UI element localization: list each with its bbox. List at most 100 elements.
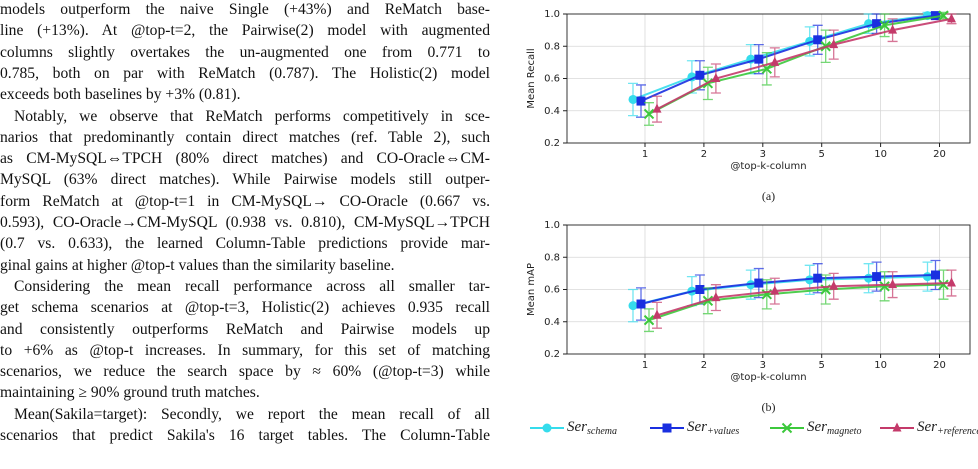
marker bbox=[888, 24, 898, 34]
x-tick-label: 3 bbox=[760, 360, 766, 371]
marker bbox=[864, 273, 874, 283]
y-tick-label: 0.6 bbox=[544, 74, 560, 85]
marker bbox=[923, 272, 932, 282]
text-line: form ReMatch at @top-t=1 in CM-MySQL→ CO… bbox=[0, 192, 490, 210]
caption: (a) bbox=[762, 189, 775, 203]
marker bbox=[947, 13, 956, 23]
x-tick-label: 1 bbox=[642, 360, 648, 371]
x-tick-label: 2 bbox=[701, 149, 707, 160]
text-line: as CM-MySQL⇔TPCH (80% direct matches) an… bbox=[0, 150, 490, 168]
x-tick-label: 5 bbox=[819, 149, 825, 160]
marker bbox=[636, 299, 646, 309]
text-line: ginal gains at higher @top-t values than… bbox=[0, 256, 395, 274]
y-tick-label: 0.2 bbox=[544, 138, 560, 149]
marker bbox=[770, 285, 780, 295]
text-line: narios that predominantly contain direct… bbox=[0, 128, 490, 146]
legend-name: Ser bbox=[807, 419, 827, 435]
y-tick-label: 1.0 bbox=[544, 220, 560, 231]
y-tick-label: 0.2 bbox=[544, 349, 560, 360]
y-tick-label: 0.8 bbox=[544, 252, 560, 263]
text-line: models outperform the naive Single (+43%… bbox=[0, 1, 490, 18]
marker bbox=[695, 285, 705, 294]
marker bbox=[770, 56, 780, 66]
marker bbox=[813, 273, 823, 283]
chart: 0.2 0.4 0.6 0.8 1.0 1 2 3 5 10 20 @top-k-column Mean… bbox=[526, 220, 971, 414]
legend-subscript: +values bbox=[707, 426, 739, 437]
x-axis-label: @top-k-column bbox=[730, 161, 806, 172]
marker bbox=[628, 301, 638, 311]
marker bbox=[781, 422, 793, 434]
body-text: models outperform the naive Single (+43%… bbox=[0, 1, 490, 444]
y-tick-label: 1.0 bbox=[544, 9, 560, 20]
text-line: scenarios, we reduce the search space by… bbox=[0, 363, 490, 381]
marker bbox=[643, 108, 655, 120]
text-line: line (+13%). At @top-t=2, the Pairwise(2… bbox=[0, 22, 490, 40]
legend-name: Ser bbox=[687, 419, 707, 435]
text-line: scenarios that predict Sakila's 16 targe… bbox=[0, 427, 490, 444]
text-line: and consistently outperforms ReMatch and… bbox=[0, 320, 490, 338]
marker bbox=[931, 11, 940, 21]
marker bbox=[542, 423, 552, 433]
text-line: Mean(Sakila=target): Secondly, we report… bbox=[14, 405, 490, 423]
marker bbox=[636, 96, 646, 106]
marker bbox=[872, 19, 882, 29]
text-line: Notably, we observe that ReMatch perform… bbox=[14, 107, 490, 125]
marker bbox=[652, 309, 662, 319]
marker bbox=[938, 279, 949, 290]
marker bbox=[754, 54, 764, 64]
marker bbox=[813, 35, 823, 45]
legend-name: Ser bbox=[567, 419, 587, 435]
marker bbox=[643, 314, 655, 326]
plot-frame bbox=[566, 224, 971, 355]
x-tick-label: 5 bbox=[819, 360, 825, 371]
y-axis-label: Mean mAP bbox=[526, 263, 537, 316]
marker bbox=[829, 280, 839, 290]
series-line bbox=[640, 273, 936, 305]
x-axis-label: @top-k-column bbox=[730, 372, 806, 383]
series-line bbox=[656, 17, 952, 111]
x-tick-label: 10 bbox=[874, 360, 887, 371]
legend-subscript: magneto bbox=[827, 426, 861, 437]
marker bbox=[711, 73, 721, 82]
marker bbox=[947, 277, 956, 287]
chart: 0.2 0.4 0.6 0.8 1.0 1 2 3 5 10 20 @top-k-column Mean… bbox=[526, 9, 971, 203]
series-line bbox=[656, 282, 952, 317]
y-tick-label: 0.6 bbox=[544, 285, 560, 296]
text-line: 0.785, both on par with ReMatch (0.787).… bbox=[0, 64, 490, 82]
legend-label: Ser+reference bbox=[917, 419, 978, 437]
x-tick-label: 3 bbox=[760, 149, 766, 160]
x-tick-label: 2 bbox=[701, 360, 707, 371]
legend-subscript: +reference bbox=[937, 426, 978, 437]
legend-label: Ser+values bbox=[687, 419, 739, 437]
marker bbox=[892, 422, 902, 432]
marker bbox=[754, 278, 764, 288]
series-line bbox=[648, 14, 944, 115]
y-tick-label: 0.8 bbox=[544, 41, 560, 52]
x-tick-label: 20 bbox=[933, 360, 946, 371]
legend-name: Ser bbox=[917, 419, 937, 435]
y-tick-label: 0.4 bbox=[544, 317, 560, 328]
marker bbox=[829, 39, 839, 49]
text-line: Considering the mean recall performance … bbox=[14, 277, 490, 295]
caption: (b) bbox=[762, 400, 776, 414]
marker bbox=[695, 70, 705, 80]
plot-frame bbox=[566, 13, 971, 144]
text-line: to +6% as @top-t increases. In summary, … bbox=[0, 341, 490, 359]
text-line: exceeds both baselines by +3% (0.81). bbox=[0, 86, 241, 104]
marker bbox=[711, 292, 721, 302]
text-line: get schema scenarios at @top-t=3, Holist… bbox=[0, 299, 490, 317]
x-tick-label: 10 bbox=[874, 149, 887, 160]
text-line: columns slightly overtakes the un-augmen… bbox=[0, 43, 490, 61]
x-tick-label: 1 bbox=[642, 149, 648, 160]
legend-label: Sermagneto bbox=[807, 419, 861, 437]
text-line: maintaining ≥ 90% ground truth matches. bbox=[0, 384, 260, 402]
y-axis-label: Mean Recall bbox=[526, 48, 537, 108]
text-line: 0.593), CO-Oracle→CM-MySQL (0.938 vs. 0.… bbox=[0, 214, 490, 231]
y-tick-label: 0.4 bbox=[544, 106, 560, 117]
text-line: (0.7 vs. 0.633), the learned Column-Tabl… bbox=[0, 235, 490, 253]
x-tick-label: 20 bbox=[933, 149, 946, 160]
marker bbox=[931, 270, 940, 280]
legend-subscript: schema bbox=[587, 426, 617, 437]
